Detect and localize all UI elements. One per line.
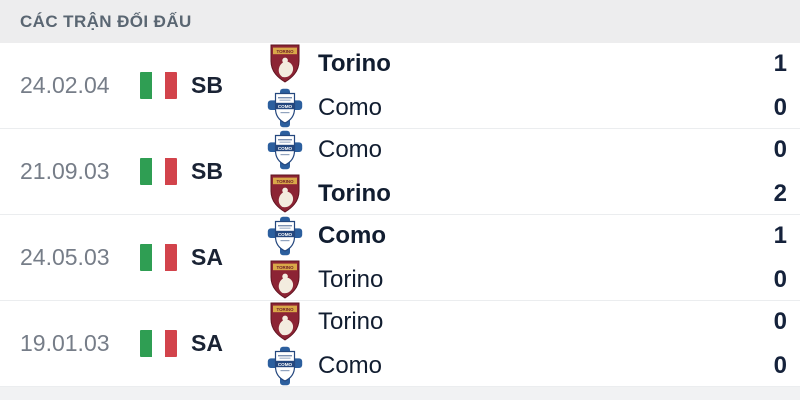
match-date: 24.05.03 bbox=[20, 244, 110, 270]
svg-text:TORINO: TORINO bbox=[277, 178, 295, 183]
svg-text:TORINO: TORINO bbox=[277, 264, 295, 269]
como-badge-icon: COMO bbox=[267, 88, 303, 128]
team-name: Como bbox=[318, 351, 383, 379]
flag-stripe-red bbox=[164, 244, 177, 271]
scores-column: 1 0 bbox=[774, 217, 800, 299]
torino-badge-icon: TORINO bbox=[267, 302, 303, 342]
team-score: 0 bbox=[773, 351, 787, 379]
competition-code: SB bbox=[191, 72, 223, 98]
teams-column: TORINO Torino COMO Como bbox=[267, 44, 774, 128]
scores-column: 0 0 bbox=[774, 303, 800, 385]
team-score: 1 bbox=[773, 221, 787, 249]
flag-stripe-green bbox=[140, 244, 153, 271]
match-row[interactable]: 21.09.03 SB COMO Como TORINO Torino bbox=[0, 129, 800, 215]
italy-flag-icon bbox=[140, 72, 177, 99]
flag-stripe-white bbox=[152, 158, 165, 185]
team-score: 1 bbox=[773, 49, 787, 77]
match-row[interactable]: 24.02.04 SB TORINO Torino COMO Como bbox=[0, 43, 800, 129]
svg-text:COMO: COMO bbox=[278, 231, 293, 236]
team-line: COMO Como bbox=[267, 346, 774, 386]
team-name: Como bbox=[318, 221, 386, 249]
flag-stripe-white bbox=[152, 72, 165, 99]
team-name: Como bbox=[318, 93, 383, 121]
torino-badge-icon: TORINO bbox=[267, 260, 303, 300]
team-score: 2 bbox=[773, 179, 787, 207]
torino-badge-icon: TORINO bbox=[267, 174, 303, 214]
scores-column: 1 0 bbox=[774, 45, 800, 127]
flag-stripe-red bbox=[164, 330, 177, 357]
team-score: 0 bbox=[773, 135, 787, 163]
team-line: COMO Como bbox=[267, 130, 774, 170]
team-line: TORINO Torino bbox=[267, 260, 774, 300]
team-score: 0 bbox=[773, 265, 787, 293]
team-score: 0 bbox=[773, 307, 787, 335]
flag-stripe-green bbox=[140, 72, 153, 99]
bottom-spacer bbox=[0, 387, 800, 400]
team-line: TORINO Torino bbox=[267, 44, 774, 84]
team-line: COMO Como bbox=[267, 88, 774, 128]
svg-text:COMO: COMO bbox=[278, 145, 293, 150]
italy-flag-icon bbox=[140, 244, 177, 271]
match-row[interactable]: 24.05.03 SA COMO Como TORINO Torino bbox=[0, 215, 800, 301]
como-badge-icon: COMO bbox=[267, 216, 303, 256]
competition-code: SB bbox=[191, 158, 223, 184]
competition-code: SA bbox=[191, 244, 223, 270]
como-badge-icon: COMO bbox=[267, 130, 303, 170]
team-line: COMO Como bbox=[267, 216, 774, 256]
match-row[interactable]: 19.01.03 SA TORINO Torino COMO Como bbox=[0, 301, 800, 387]
svg-text:COMO: COMO bbox=[278, 103, 293, 108]
svg-text:COMO: COMO bbox=[278, 361, 293, 366]
team-line: TORINO Torino bbox=[267, 302, 774, 342]
team-name: Torino bbox=[318, 179, 391, 207]
match-date: 21.09.03 bbox=[20, 158, 110, 184]
flag-stripe-red bbox=[164, 72, 177, 99]
section-header: CÁC TRẬN ĐỐI ĐẤU bbox=[0, 0, 800, 43]
match-date: 24.02.04 bbox=[20, 72, 110, 98]
team-score: 0 bbox=[773, 93, 787, 121]
team-line: TORINO Torino bbox=[267, 174, 774, 214]
flag-stripe-green bbox=[140, 330, 153, 357]
flag-stripe-white bbox=[152, 244, 165, 271]
team-name: Torino bbox=[318, 49, 391, 77]
svg-text:TORINO: TORINO bbox=[277, 306, 295, 311]
team-name: Como bbox=[318, 135, 383, 163]
italy-flag-icon bbox=[140, 330, 177, 357]
section-title: CÁC TRẬN ĐỐI ĐẤU bbox=[20, 11, 192, 31]
competition-code: SA bbox=[191, 330, 223, 356]
flag-stripe-white bbox=[152, 330, 165, 357]
torino-badge-icon: TORINO bbox=[267, 44, 303, 84]
teams-column: COMO Como TORINO Torino bbox=[267, 130, 774, 214]
team-name: Torino bbox=[318, 265, 384, 293]
svg-text:TORINO: TORINO bbox=[277, 48, 295, 53]
match-date: 19.01.03 bbox=[20, 330, 110, 356]
scores-column: 0 2 bbox=[774, 131, 800, 213]
teams-column: TORINO Torino COMO Como bbox=[267, 302, 774, 386]
italy-flag-icon bbox=[140, 158, 177, 185]
como-badge-icon: COMO bbox=[267, 346, 303, 386]
teams-column: COMO Como TORINO Torino bbox=[267, 216, 774, 300]
flag-stripe-red bbox=[164, 158, 177, 185]
team-name: Torino bbox=[318, 307, 384, 335]
flag-stripe-green bbox=[140, 158, 153, 185]
